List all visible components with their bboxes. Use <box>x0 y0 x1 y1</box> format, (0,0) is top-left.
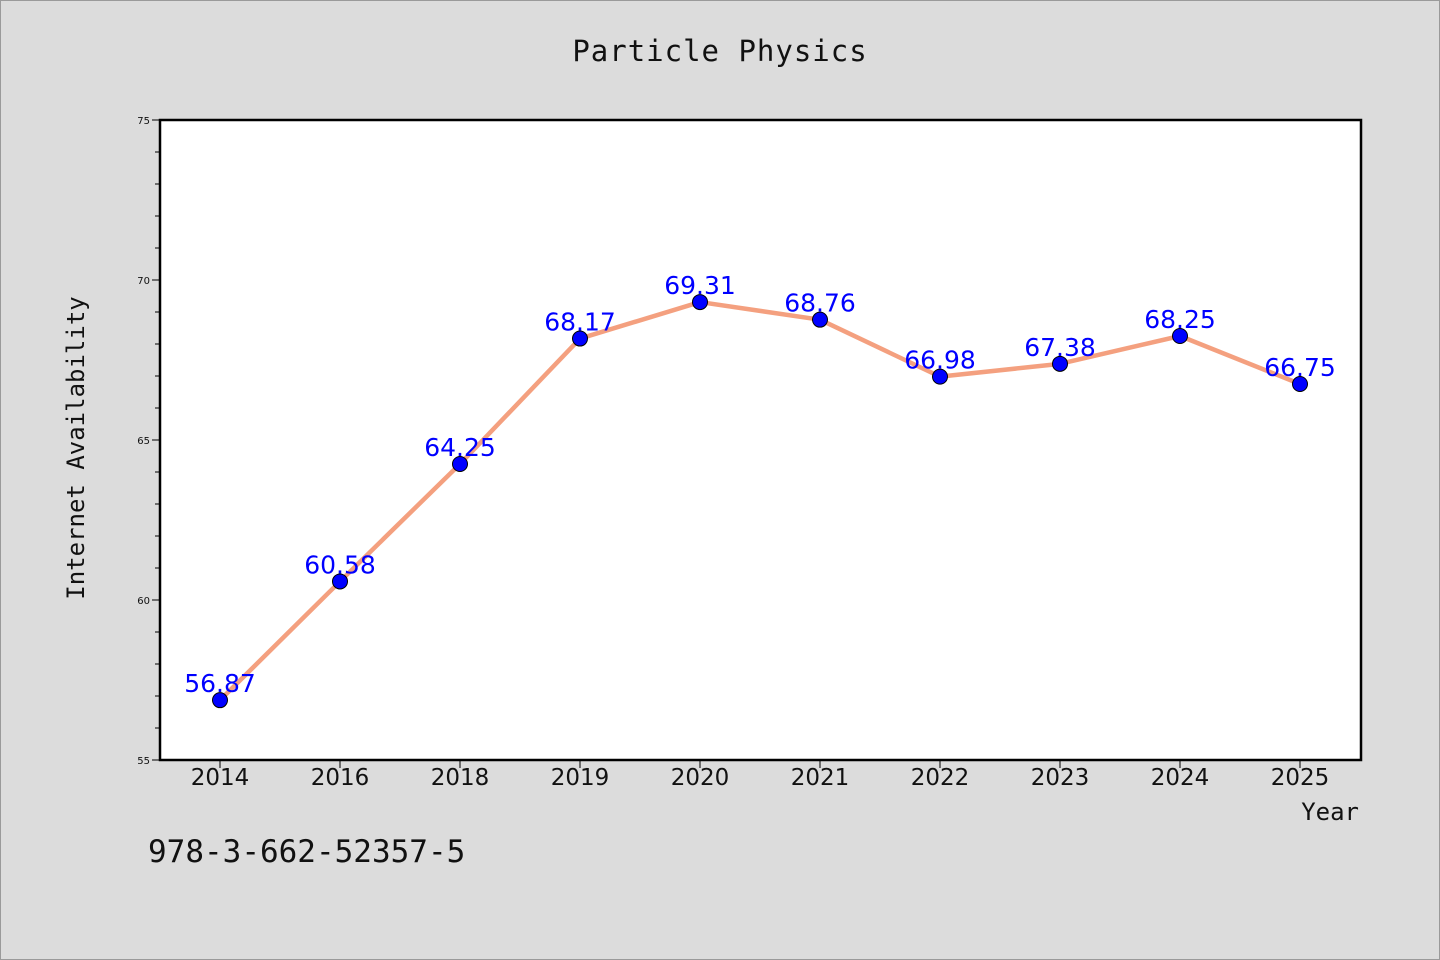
data-point <box>1172 328 1188 344</box>
x-tick-label: 2016 <box>311 765 370 791</box>
data-label: 69.31 <box>664 271 736 300</box>
y-tick-label: 75 <box>137 116 150 127</box>
x-tick-label: 2023 <box>1031 765 1090 791</box>
data-label: 66.75 <box>1264 353 1336 382</box>
plot-border <box>158 118 1363 762</box>
y-axis-title: Internet Availability <box>62 296 90 599</box>
chart-title: Particle Physics <box>572 34 868 68</box>
footer-text: 978-3-662-52357-5 <box>148 834 466 870</box>
data-point <box>932 368 948 385</box>
data-point <box>572 330 588 347</box>
x-tick-label: 2022 <box>911 765 970 791</box>
x-tick-label: 2021 <box>791 765 850 791</box>
y-tick-label: 65 <box>137 436 150 447</box>
data-point <box>692 294 708 311</box>
data-label: 64.25 <box>424 433 496 462</box>
data-point <box>332 573 348 590</box>
plot-area <box>160 120 1361 760</box>
data-point <box>1052 355 1068 372</box>
y-tick-label: 70 <box>137 276 150 287</box>
series-line <box>217 299 1303 703</box>
data-point <box>812 311 828 328</box>
series-group: 56.87 60.58 64.25 68.17 69.31 68.76 66.98 67.38… <box>184 271 1336 709</box>
x-tick-label: 2025 <box>1271 765 1330 791</box>
data-label: 66.98 <box>904 346 976 375</box>
x-tick-label: 2019 <box>551 765 610 791</box>
x-tick-label: 2024 <box>1151 765 1210 791</box>
data-label: 56.87 <box>184 669 256 698</box>
y-tick-label: 60 <box>137 596 150 607</box>
y-tick-label: 55 <box>137 756 150 767</box>
data-label: 60.58 <box>304 550 376 579</box>
data-label: 68.17 <box>544 308 616 337</box>
x-axis: 2014 2016 2018 2019 2020 2021 2022 2023 2024 2025 <box>191 760 1330 791</box>
x-tick-label: 2020 <box>671 765 730 791</box>
x-tick-label: 2018 <box>431 765 490 791</box>
data-point <box>1292 376 1308 392</box>
data-label: 67.38 <box>1024 333 1096 362</box>
x-axis-title: Year <box>1301 798 1359 826</box>
y-axis: 55 60 65 70 75 <box>137 116 160 767</box>
data-point <box>212 692 228 709</box>
data-label: 68.76 <box>784 289 856 318</box>
data-point <box>452 456 468 472</box>
x-tick-label: 2014 <box>191 765 250 791</box>
data-label: 68.25 <box>1144 305 1216 334</box>
